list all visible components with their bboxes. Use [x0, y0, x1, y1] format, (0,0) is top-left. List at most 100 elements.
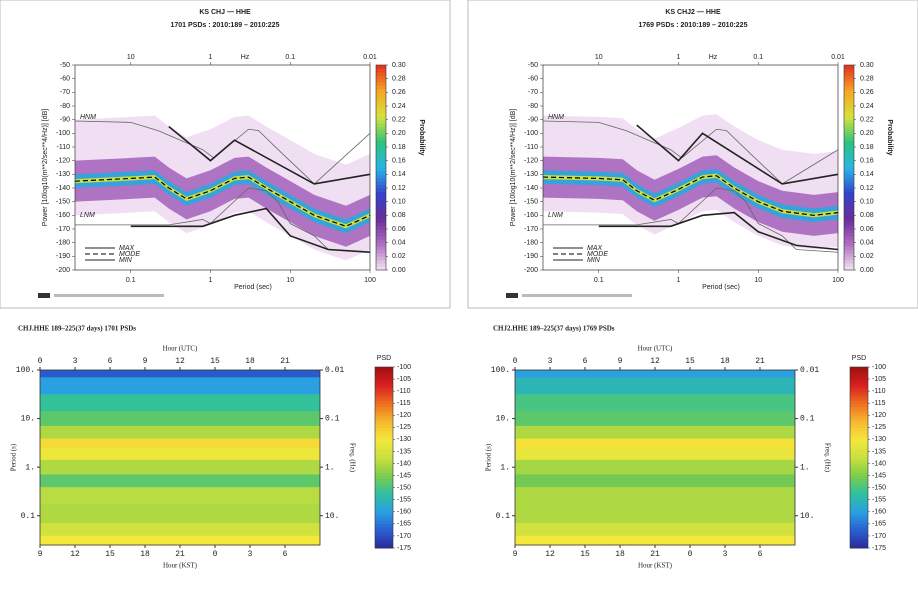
- colorbar-cell: [844, 208, 854, 213]
- x-top-tick-label: 12: [175, 357, 185, 366]
- colorbar-tick-label: -130: [872, 436, 886, 443]
- colorbar-frame: [843, 64, 855, 271]
- y-tick-label: -50: [528, 62, 538, 69]
- colorbar-tick-label: 0.04: [860, 240, 874, 247]
- psd-band: [40, 459, 320, 475]
- colorbar-cell: [844, 150, 854, 155]
- colorbar-cell: [376, 147, 386, 151]
- colorbar-cell: [844, 68, 854, 73]
- colorbar-cell: [850, 481, 868, 486]
- colorbar-cell: [376, 229, 386, 233]
- colorbar-cell: [844, 194, 854, 199]
- y-tick-label: -160: [56, 212, 70, 219]
- colorbar-cell: [844, 157, 854, 162]
- colorbar-cell: [844, 222, 854, 227]
- chart-title: CHJ.HHE 189–225(37 days) 1701 PSDs: [18, 325, 136, 333]
- y-tick-label: -180: [524, 240, 538, 247]
- x-top-axis-label: Hour (UTC): [638, 345, 673, 353]
- x-top-tick-label: 9: [143, 357, 148, 366]
- colorbar-tick-label: 0.24: [860, 103, 874, 110]
- y-tick-label: -70: [60, 89, 70, 96]
- footer-text: [54, 294, 164, 297]
- series-line: [130, 207, 371, 254]
- psd-band: [40, 370, 320, 378]
- colorbar-tick-label: -140: [872, 460, 886, 467]
- y-axis-label: Period (s): [10, 443, 18, 471]
- x-tick-label: 3: [248, 550, 253, 559]
- colorbar-cell: [850, 367, 868, 371]
- colorbar-tick-label: 0.28: [392, 76, 406, 83]
- colorbar-tick-label: -105: [397, 376, 411, 383]
- colorbar-tick-label: 0.10: [392, 199, 406, 206]
- colorbar-cell: [375, 493, 393, 498]
- colorbar-cell: [850, 520, 868, 525]
- psd-band: [515, 370, 795, 378]
- colorbar-cell: [376, 256, 386, 261]
- colorbar-cell: [844, 184, 854, 189]
- noise-model-label: LNM: [80, 212, 95, 219]
- colorbar-cell: [376, 184, 386, 189]
- colorbar-cell: [850, 454, 868, 458]
- x-top-tick-label: 0: [513, 357, 518, 366]
- x2-tick-label: 0.1: [285, 54, 295, 61]
- colorbar-cell: [850, 472, 868, 477]
- psd-band: [40, 535, 320, 546]
- colorbar-tick-label: 0.26: [860, 89, 874, 96]
- noise-model-label: LNM: [548, 212, 563, 219]
- x2-tick-label: 10: [595, 54, 603, 61]
- colorbar-cell: [375, 394, 393, 398]
- colorbar-cell: [376, 119, 386, 124]
- colorbar-cell: [850, 448, 868, 452]
- psd-band: [40, 438, 320, 449]
- colorbar-cell: [844, 102, 854, 107]
- x2-tick-label: 1: [677, 54, 681, 61]
- colorbar-cell: [850, 433, 868, 437]
- x-tick-label: 0: [213, 550, 218, 559]
- colorbar-cell: [850, 469, 868, 474]
- x-tick-label: 10: [754, 277, 762, 284]
- colorbar-cell: [844, 170, 854, 175]
- colorbar-cell: [850, 388, 868, 392]
- x-axis-label: Period (sec): [702, 284, 740, 291]
- colorbar-cell: [376, 85, 386, 90]
- colorbar-cell: [376, 133, 386, 138]
- y-tick-label: 10.: [496, 415, 510, 424]
- psd-band: [40, 448, 320, 461]
- x-top-tick-label: 9: [618, 357, 623, 366]
- colorbar-tick-label: 0.00: [860, 267, 874, 274]
- psd-band: [40, 394, 320, 412]
- colorbar-cell: [850, 463, 868, 468]
- colorbar-cell: [850, 496, 868, 501]
- colorbar-cell: [844, 252, 854, 257]
- y-tick-label: 100.: [491, 366, 510, 375]
- legend-label: MODE: [119, 251, 140, 258]
- x2-tick-label: 1: [209, 54, 213, 61]
- x-top-tick-label: 3: [73, 357, 78, 366]
- colorbar-tick-label: 0.14: [860, 171, 874, 178]
- noise-model-line: [542, 120, 839, 185]
- colorbar-cell: [375, 457, 393, 462]
- y-tick-label: -190: [56, 253, 70, 260]
- colorbar-cell: [844, 129, 854, 134]
- colorbar-cell: [850, 490, 868, 495]
- colorbar-cell: [376, 170, 386, 175]
- colorbar-cell: [376, 109, 386, 114]
- colorbar-cell: [844, 82, 854, 86]
- colorbar-label: Probability: [418, 119, 425, 155]
- x-top-axis-label: Hour (UTC): [163, 345, 198, 353]
- noise-model-line: [74, 120, 371, 185]
- colorbar-cell: [375, 466, 393, 471]
- x-top-tick-label: 15: [210, 357, 220, 366]
- colorbar-cell: [844, 259, 854, 264]
- colorbar-cell: [376, 153, 386, 158]
- legend-label: MIN: [587, 257, 601, 264]
- colorbar-cell: [850, 457, 868, 462]
- colorbar-cell: [844, 109, 854, 114]
- colorbar-cell: [850, 445, 868, 449]
- colorbar-cell: [850, 466, 868, 471]
- colorbar-cell: [850, 376, 868, 380]
- y-tick-label: -70: [528, 89, 538, 96]
- y2-axis-label: Freq. (Hz): [348, 443, 356, 473]
- colorbar-cell: [844, 140, 854, 145]
- colorbar-tick-label: 0.06: [392, 226, 406, 233]
